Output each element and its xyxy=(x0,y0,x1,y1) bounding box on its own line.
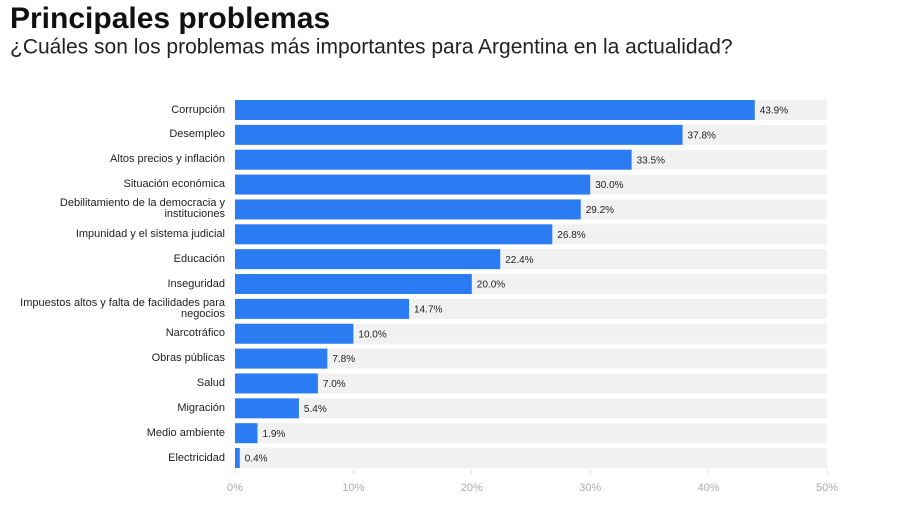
bar xyxy=(235,298,410,319)
y-tick-label: Corrupción xyxy=(171,103,225,116)
y-tick-label: Inseguridad xyxy=(167,277,226,290)
value-label: 7.8% xyxy=(332,354,355,365)
x-tick-label: 0% xyxy=(227,482,243,494)
bar xyxy=(235,224,553,245)
value-label: 1.9% xyxy=(262,429,285,440)
category-label-box: Debilitamiento de la democracia y instit… xyxy=(59,197,225,221)
bar xyxy=(235,149,632,170)
y-tick-label: Desempleo xyxy=(169,128,225,141)
bar xyxy=(235,373,318,394)
category-label-box: Narcotráfico xyxy=(165,327,225,340)
chart-subtitle: ¿Cuáles son los problemas más importante… xyxy=(10,36,733,59)
category-label-box: Impuestos altos y falta de facilidades p… xyxy=(20,296,225,320)
x-tick-label: 10% xyxy=(342,482,364,494)
bar-track xyxy=(235,373,827,394)
bar-track xyxy=(235,423,827,444)
value-label: 14.7% xyxy=(414,305,442,316)
x-tick-label: 20% xyxy=(461,482,483,494)
value-label: 29.2% xyxy=(586,205,614,216)
value-label: 26.8% xyxy=(557,230,585,241)
chart-title: Principales problemas xyxy=(10,2,330,35)
category-label-box: Desempleo xyxy=(169,128,225,141)
y-tick-label: Situación económica xyxy=(123,178,225,191)
category-label-box: Obras públicas xyxy=(151,352,225,365)
y-tick-label: Obras públicas xyxy=(151,352,225,365)
bar xyxy=(235,423,258,444)
y-tick-label: Migración xyxy=(177,401,225,414)
value-label: 33.5% xyxy=(637,155,665,166)
y-tick-label: Debilitamiento de la democracia y instit… xyxy=(59,197,225,221)
value-label: 30.0% xyxy=(595,180,623,191)
value-label: 5.4% xyxy=(304,404,327,415)
category-label-box: Corrupción xyxy=(171,103,225,116)
value-label: 37.8% xyxy=(688,131,716,142)
y-tick-label: Salud xyxy=(196,376,225,389)
value-label: 20.0% xyxy=(477,280,505,291)
y-tick-label: Narcotráfico xyxy=(165,327,225,340)
bar-track xyxy=(235,448,827,469)
bar-track xyxy=(235,398,827,419)
bar xyxy=(235,124,683,145)
bar xyxy=(235,249,501,270)
bar xyxy=(235,398,299,419)
y-tick-label: Electricidad xyxy=(168,451,225,464)
bar xyxy=(235,274,472,295)
category-label-box: Salud xyxy=(196,376,225,389)
value-label: 10.0% xyxy=(358,329,386,340)
category-label-box: Impunidad y el sistema judicial xyxy=(75,227,225,240)
bar xyxy=(235,100,755,120)
value-label: 22.4% xyxy=(505,255,533,266)
x-tick-label: 40% xyxy=(698,482,720,494)
value-label: 0.4% xyxy=(245,454,268,465)
category-label-box: Electricidad xyxy=(168,451,225,464)
bar xyxy=(235,174,591,195)
category-label-box: Medio ambiente xyxy=(146,426,225,439)
y-tick-label: Medio ambiente xyxy=(146,426,225,439)
bar xyxy=(235,348,328,369)
y-tick-label: Educación xyxy=(173,252,225,265)
bar xyxy=(235,199,581,220)
category-label-box: Inseguridad xyxy=(167,277,226,290)
y-tick-label: Impuestos altos y falta de facilidades p… xyxy=(20,296,225,320)
x-tick-label: 50% xyxy=(816,482,838,494)
bar-track xyxy=(235,323,827,344)
value-label: 7.0% xyxy=(323,379,346,390)
bar xyxy=(235,323,354,344)
category-label-box: Migración xyxy=(177,401,225,414)
value-label: 43.9% xyxy=(760,106,788,117)
x-tick-label: 30% xyxy=(579,482,601,494)
y-tick-label: Impunidad y el sistema judicial xyxy=(75,227,225,240)
category-label-box: Educación xyxy=(173,252,225,265)
y-tick-label: Altos precios y inflación xyxy=(110,153,225,166)
bar-track xyxy=(235,348,827,369)
category-label-box: Altos precios y inflación xyxy=(110,153,225,166)
bar xyxy=(235,448,240,469)
category-label-box: Situación económica xyxy=(123,178,225,191)
